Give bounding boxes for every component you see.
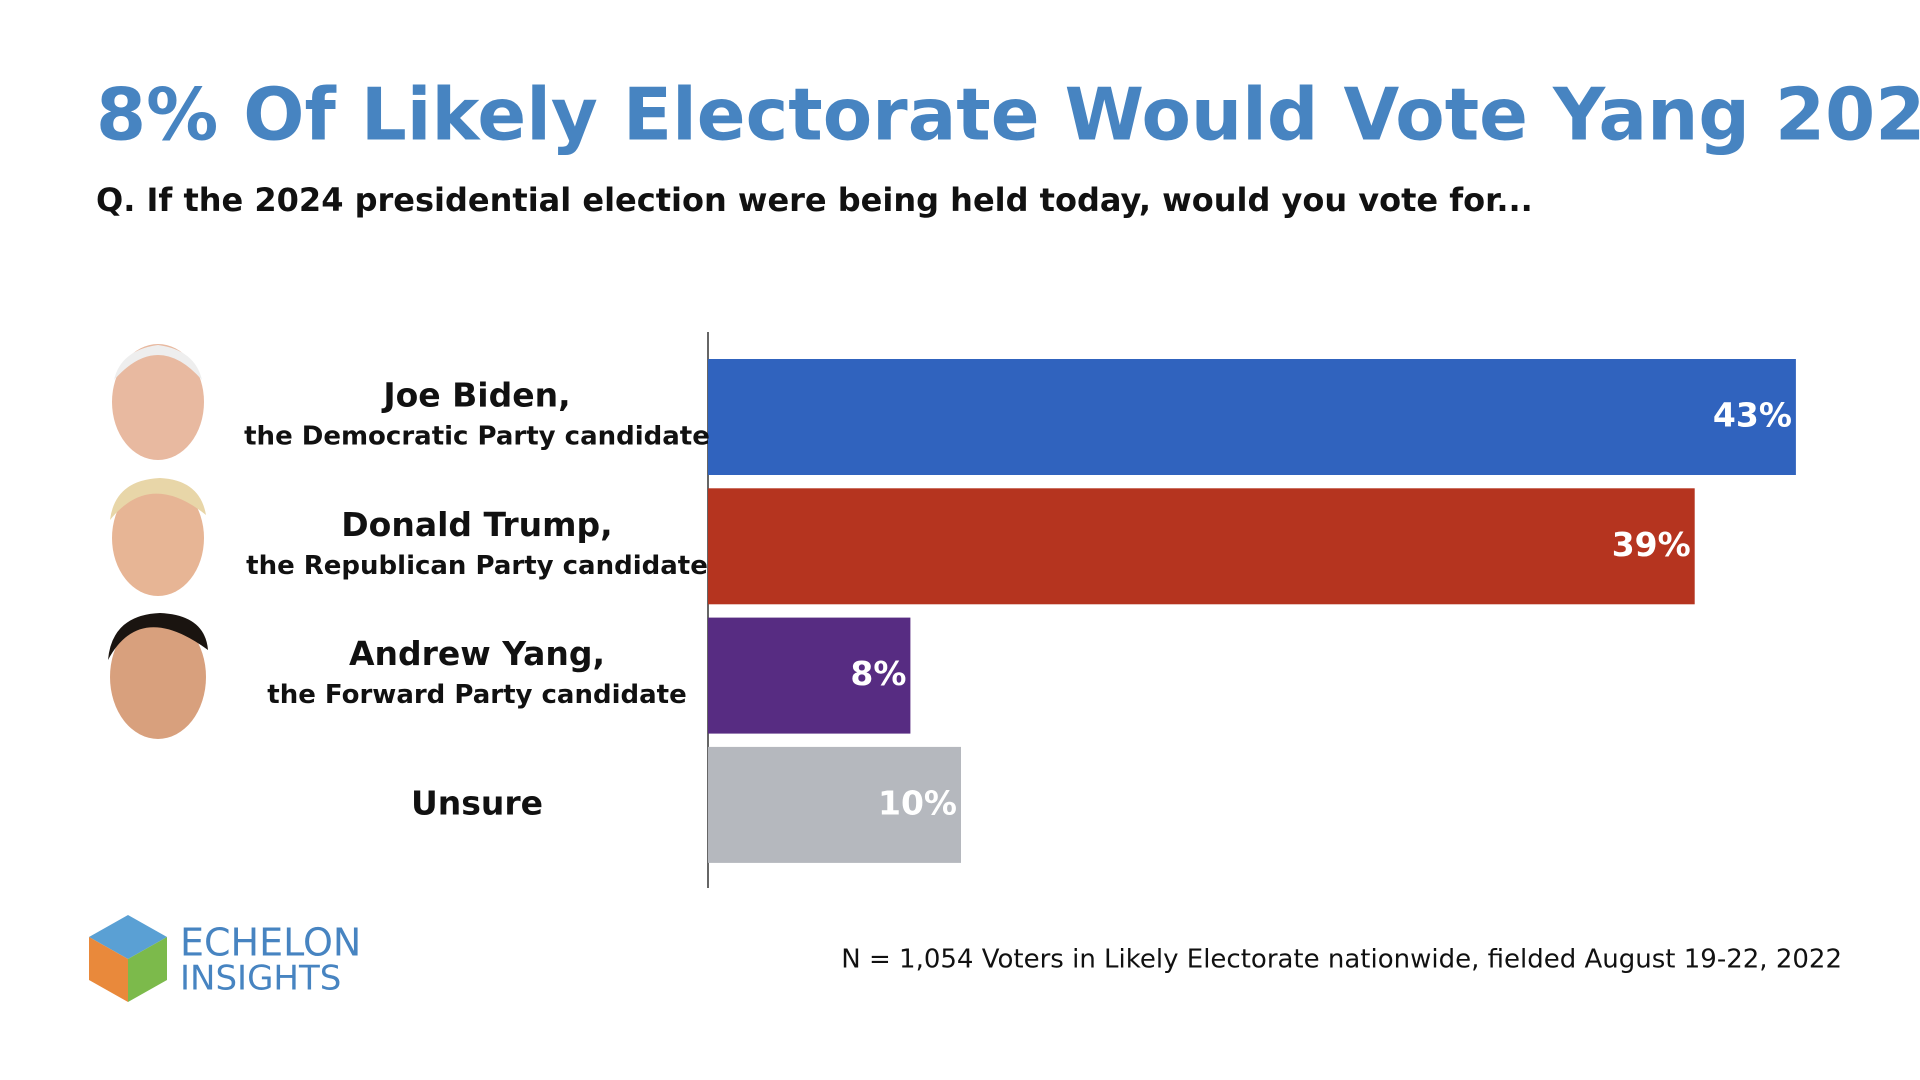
value-label: 8% — [850, 654, 906, 693]
category-description: the Republican Party candidate — [246, 551, 708, 581]
bar — [708, 617, 911, 734]
logo-text: ECHELON — [180, 921, 361, 965]
hair — [114, 345, 202, 380]
category-description: the Democratic Party candidate — [244, 422, 710, 452]
bar — [708, 359, 1796, 475]
logo-right — [128, 937, 167, 1002]
face-yang — [110, 615, 206, 739]
category-label: Unsure — [411, 783, 543, 822]
chart-subtitle: Q. If the 2024 presidential election wer… — [96, 181, 1533, 219]
face-trump — [112, 480, 204, 596]
chart-title: 8% Of Likely Electorate Would Vote Yang … — [96, 73, 1920, 157]
hair — [110, 478, 206, 520]
category-label: Donald Trump, — [341, 505, 612, 544]
value-label: 43% — [1713, 396, 1792, 435]
category-label: Andrew Yang, — [349, 634, 605, 673]
value-label: 10% — [878, 783, 957, 822]
logo-text: INSIGHTS — [180, 959, 341, 999]
logo: ECHELON INSIGHTS — [89, 915, 361, 1002]
category-description: the Forward Party candidate — [267, 680, 686, 710]
value-label: 39% — [1612, 525, 1691, 564]
face-biden — [112, 344, 204, 460]
category-label: Joe Biden, — [381, 376, 570, 415]
faces — [108, 344, 208, 739]
bar — [708, 746, 961, 863]
hair — [108, 613, 208, 660]
footnote: N = 1,054 Voters in Likely Electorate na… — [841, 945, 1842, 975]
bar — [708, 488, 1695, 605]
logo-left — [89, 937, 128, 1002]
